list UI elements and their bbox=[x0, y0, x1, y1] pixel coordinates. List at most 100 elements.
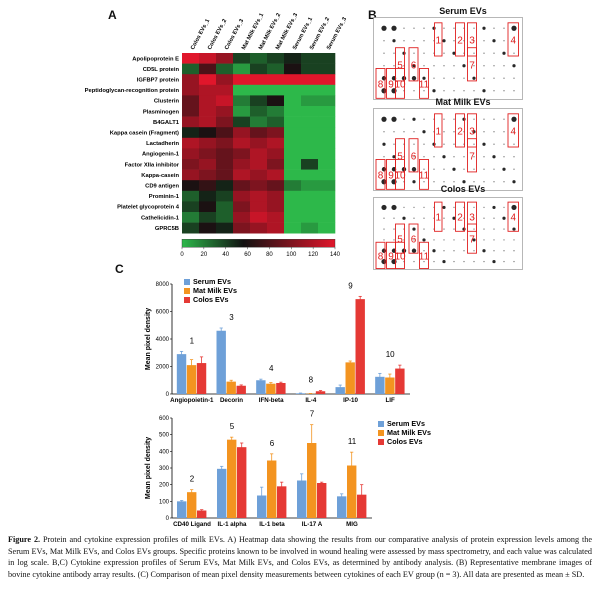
bar bbox=[297, 480, 307, 518]
blot-spot bbox=[393, 239, 395, 241]
blot-spot bbox=[453, 156, 455, 158]
legend-serum-label: Serum EVs bbox=[387, 419, 425, 428]
blot-spot bbox=[462, 227, 466, 231]
heatmap-row-label: Apolipoprotein E bbox=[132, 56, 179, 62]
blot-spot bbox=[472, 130, 476, 134]
blot-spot bbox=[463, 250, 465, 252]
blot-box-label: 8 bbox=[378, 251, 384, 262]
blot-box bbox=[434, 113, 443, 148]
heatmap-cell bbox=[182, 74, 200, 86]
blot-spot bbox=[493, 65, 495, 67]
heatmap-cell bbox=[318, 95, 336, 107]
bar bbox=[315, 391, 326, 394]
cytokine-number: 2 bbox=[190, 475, 195, 484]
heatmap-cell bbox=[250, 148, 268, 160]
panel-label-a: A bbox=[108, 8, 117, 22]
blot-spot bbox=[462, 117, 466, 121]
legend-serum-swatch bbox=[378, 421, 384, 427]
blot-spot bbox=[513, 250, 515, 252]
blot-box bbox=[434, 22, 443, 57]
blot-spot bbox=[483, 239, 485, 241]
blot-spot bbox=[433, 239, 435, 241]
cytokine-number: 5 bbox=[230, 422, 235, 431]
legend-mat-milk-swatch bbox=[378, 430, 384, 436]
heatmap-cell bbox=[250, 95, 268, 107]
y-tick-label: 600 bbox=[159, 416, 170, 422]
blot-spot bbox=[483, 260, 485, 263]
y-tick-label: 200 bbox=[159, 483, 170, 489]
blot-spot bbox=[463, 168, 465, 170]
blot-spot bbox=[473, 260, 475, 263]
heatmap-cell bbox=[284, 95, 302, 107]
caption-label: Figure 2. bbox=[8, 535, 41, 544]
heatmap-cell bbox=[318, 222, 336, 234]
y-tick-label: 100 bbox=[159, 499, 170, 505]
heatmap-cell bbox=[182, 212, 200, 223]
blot-box bbox=[467, 138, 477, 173]
heatmap-cell bbox=[182, 116, 200, 128]
y-tick-label: 0 bbox=[166, 516, 170, 522]
blot-spot bbox=[493, 77, 495, 79]
blot-spot bbox=[513, 143, 515, 145]
heatmap-scale-tick: 60 bbox=[244, 252, 251, 258]
blot-box-label: 6 bbox=[411, 235, 417, 246]
blot-spot bbox=[472, 238, 476, 242]
blot-spot bbox=[503, 250, 505, 252]
cytokine-number: 3 bbox=[229, 313, 234, 322]
heatmap-cell bbox=[301, 137, 319, 149]
heatmap-cell bbox=[233, 63, 251, 75]
heatmap-cell bbox=[267, 212, 285, 223]
heatmap-cell bbox=[318, 201, 336, 213]
blot-spot bbox=[503, 131, 505, 133]
bar bbox=[226, 381, 236, 394]
heatmap-cell bbox=[182, 201, 200, 213]
blot-box bbox=[507, 201, 519, 232]
blot-box-label: 2 bbox=[457, 35, 463, 46]
blot-box bbox=[408, 138, 419, 173]
blot-spot bbox=[423, 260, 425, 263]
blot-spot bbox=[443, 168, 445, 170]
blot-spot bbox=[433, 168, 435, 170]
blot-spot bbox=[513, 156, 515, 158]
blot-spot bbox=[391, 204, 397, 211]
bar bbox=[277, 486, 287, 518]
heatmap-cell bbox=[250, 169, 268, 181]
bar-chart-top: 0 2000 4000 6000 8000 Mean pixel density Angio… bbox=[145, 277, 410, 404]
bar bbox=[355, 299, 365, 394]
blot-spot bbox=[443, 250, 445, 252]
bar bbox=[345, 362, 355, 394]
blot-spot bbox=[413, 206, 415, 209]
blot-spot bbox=[442, 39, 446, 43]
blot-spot bbox=[482, 26, 486, 30]
blot-mat-milk-membrane: 1 2 3 4 5 6 7 8 9 10 11 bbox=[373, 108, 523, 191]
bar bbox=[186, 365, 197, 394]
heatmap-cell bbox=[250, 137, 268, 149]
blot-spot bbox=[503, 77, 505, 79]
blot-spot bbox=[453, 27, 455, 29]
blot-spot bbox=[383, 228, 385, 230]
blot-box bbox=[395, 138, 405, 173]
blot-spot bbox=[392, 155, 396, 159]
bar bbox=[176, 354, 187, 394]
heatmap-cell bbox=[216, 53, 234, 64]
blot-spot bbox=[503, 156, 505, 158]
blot-spot bbox=[503, 206, 505, 209]
blot-spot bbox=[432, 89, 436, 93]
blot-spot bbox=[502, 216, 506, 220]
heatmap-scale-tick: 80 bbox=[266, 252, 273, 258]
blot-spot bbox=[503, 65, 505, 67]
blot-spot bbox=[442, 155, 446, 159]
blot-spot bbox=[512, 227, 516, 231]
blot-spot bbox=[432, 142, 436, 146]
panel-label-b: B bbox=[368, 8, 377, 22]
x-tick-label: IL-17 A bbox=[302, 521, 323, 528]
blot-spot bbox=[473, 65, 475, 67]
blot-spot bbox=[391, 116, 397, 122]
heatmap-cell bbox=[216, 74, 234, 86]
blot-spot bbox=[413, 260, 415, 263]
blot-spot bbox=[452, 51, 456, 55]
heatmap-cell bbox=[233, 74, 251, 86]
blot-box bbox=[419, 241, 429, 269]
bar bbox=[217, 468, 227, 518]
